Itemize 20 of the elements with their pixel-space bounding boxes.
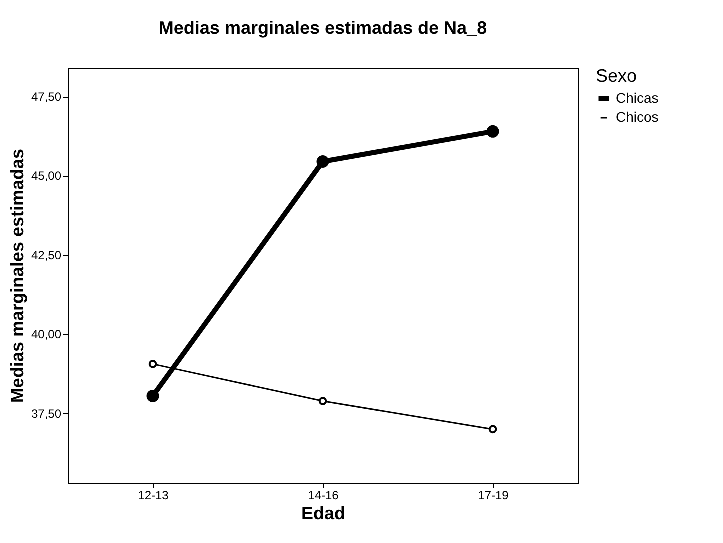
- y-tick-label: 42,50: [31, 248, 62, 262]
- point: [316, 156, 330, 168]
- legend-title: Sexo: [596, 66, 638, 86]
- point: [486, 125, 500, 138]
- point: [148, 360, 158, 368]
- legend-label: Chicos: [616, 109, 659, 125]
- chart-title: Medias marginales estimadas de Na_8: [158, 18, 488, 38]
- y-axis-title: Medias marginales estimadas: [7, 148, 28, 404]
- legend-label: Chicas: [616, 90, 659, 106]
- x-tick-label: 17-19: [478, 488, 510, 502]
- point: [146, 390, 160, 402]
- x-tick-label: 14-16: [308, 488, 340, 502]
- y-tick-label: 47,50: [31, 90, 62, 104]
- y-tick-label: 45,00: [31, 169, 62, 184]
- y-tick-label: 37,50: [31, 406, 62, 421]
- x-tick-label: 12-13: [138, 488, 170, 502]
- point: [318, 397, 328, 406]
- point: [488, 425, 498, 434]
- y-tick-label: 40,00: [31, 328, 62, 342]
- x-axis-title: Edad: [301, 504, 346, 524]
